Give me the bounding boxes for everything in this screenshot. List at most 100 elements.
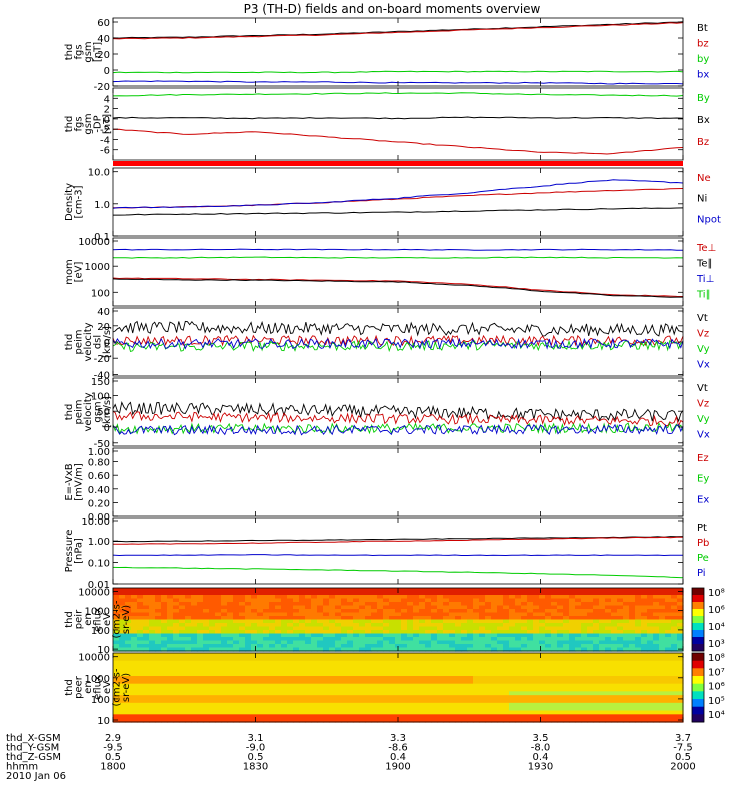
spectrogram-cell (371, 612, 378, 617)
spectrogram-cell (353, 699, 360, 704)
spectrogram-cell (221, 602, 228, 607)
spectrogram-cell (305, 612, 312, 617)
spectrogram-cell (263, 626, 270, 631)
x-table-cell: 1930 (528, 762, 553, 773)
spectrogram-cell (131, 595, 138, 600)
spectrogram-cell (197, 612, 204, 617)
y-tick-label: 60 (97, 18, 110, 29)
y-axis-label-line: -DP (93, 115, 104, 132)
spectrogram-cell (443, 702, 450, 708)
spectrogram-cell (407, 714, 414, 719)
spectrogram-cell (629, 626, 636, 631)
spectrogram-cell (599, 695, 606, 700)
spectrogram-cell (509, 679, 516, 685)
spectrogram-cell (281, 664, 288, 669)
spectrogram-cell (599, 623, 606, 628)
spectrogram-cell (245, 591, 252, 596)
spectrogram-cell (575, 602, 582, 607)
spectrogram-cell (503, 609, 510, 614)
spectrogram-cell (281, 679, 288, 685)
spectrogram-cell (437, 633, 444, 638)
panel-9: 10⁸10⁶10⁴10³10000100010010thdpeireneflux… (64, 587, 725, 656)
spectrogram-cell (269, 591, 276, 596)
spectrogram-cell (275, 699, 282, 704)
legend-entry: Vx (697, 360, 710, 371)
spectrogram-cell (563, 633, 570, 638)
spectrogram-cell (317, 619, 324, 624)
spectrogram-cell (383, 640, 390, 645)
spectrogram-cell (287, 672, 294, 677)
spectrogram-cell (263, 660, 270, 666)
spectrogram-cell (521, 619, 528, 624)
spectrogram-cell (641, 644, 648, 649)
spectrogram-cell (359, 640, 366, 645)
y-axis-label-line: en (83, 613, 94, 626)
spectrogram-cell (383, 714, 390, 719)
spectrogram-cell (185, 605, 192, 610)
spectrogram-cell (197, 656, 204, 662)
spectrogram-cell (149, 718, 156, 723)
spectrogram-cell (155, 602, 162, 607)
y-axis-label: mom[eV] (64, 259, 85, 285)
spectrogram-cell (497, 710, 504, 715)
spectrogram-cell (179, 702, 186, 708)
spectrogram-cell (341, 630, 348, 635)
spectrogram-cell (551, 630, 558, 635)
legend-entry: Bx (697, 115, 710, 126)
spectrogram-cell (137, 595, 144, 600)
spectrogram-cell (131, 660, 138, 666)
spectrogram-cell (215, 714, 222, 719)
spectrogram-cell (503, 637, 510, 642)
spectrogram-cell (209, 647, 216, 652)
spectrogram-cell (551, 637, 558, 642)
spectrogram-cell (545, 691, 552, 696)
spectrogram-cell (419, 660, 426, 666)
spectrogram-cell (557, 672, 564, 677)
spectrogram-cell (587, 612, 594, 617)
spectrogram-cell (185, 626, 192, 631)
spectrogram-cell (623, 588, 630, 593)
spectrogram-cell (257, 609, 264, 614)
spectrogram-cell (443, 647, 450, 652)
spectrogram-cell (467, 695, 474, 700)
spectrogram-cell (143, 630, 150, 635)
spectrogram-cell (233, 623, 240, 628)
spectrogram-cell (311, 706, 318, 712)
y-axis-label-line: gsm (83, 113, 94, 134)
spectrogram-cell (365, 653, 372, 658)
spectrogram-cell (287, 687, 294, 692)
spectrogram-cell (143, 702, 150, 708)
spectrogram-cell (281, 609, 288, 614)
spectrogram-cell (605, 672, 612, 677)
spectrogram-cell (467, 676, 474, 681)
spectrogram-cell (629, 702, 636, 708)
spectrogram-cell (545, 640, 552, 645)
spectrogram-cell (221, 591, 228, 596)
spectrogram-cell (647, 626, 654, 631)
spectrogram-cell (599, 616, 606, 621)
spectrogram-cell (641, 672, 648, 677)
spectrogram-cell (455, 699, 462, 704)
spectrogram-cell (521, 683, 528, 689)
spectrogram-cell (461, 706, 468, 712)
spectrogram-cell (209, 691, 216, 696)
spectrogram-cell (587, 687, 594, 692)
spectrogram-cell (221, 640, 228, 645)
spectrogram-cell (269, 683, 276, 689)
spectrogram-cell (431, 616, 438, 621)
spectrogram-cell (491, 683, 498, 689)
spectrogram-cell (131, 605, 138, 610)
y-axis-label-line: thd (64, 611, 75, 628)
spectrogram-cell (641, 679, 648, 685)
spectrogram-cell (533, 718, 540, 723)
spectrogram-cell (371, 691, 378, 696)
spectrogram-cell (377, 595, 384, 600)
spectrogram-cell (521, 672, 528, 677)
spectrogram-cell (551, 691, 558, 696)
spectrogram-cell (641, 714, 648, 719)
spectrogram-cell (245, 660, 252, 666)
spectrogram-cell (491, 718, 498, 723)
y-tick-label: 1000 (85, 674, 110, 685)
spectrogram-cell (413, 679, 420, 685)
spectrogram-cell (323, 626, 330, 631)
